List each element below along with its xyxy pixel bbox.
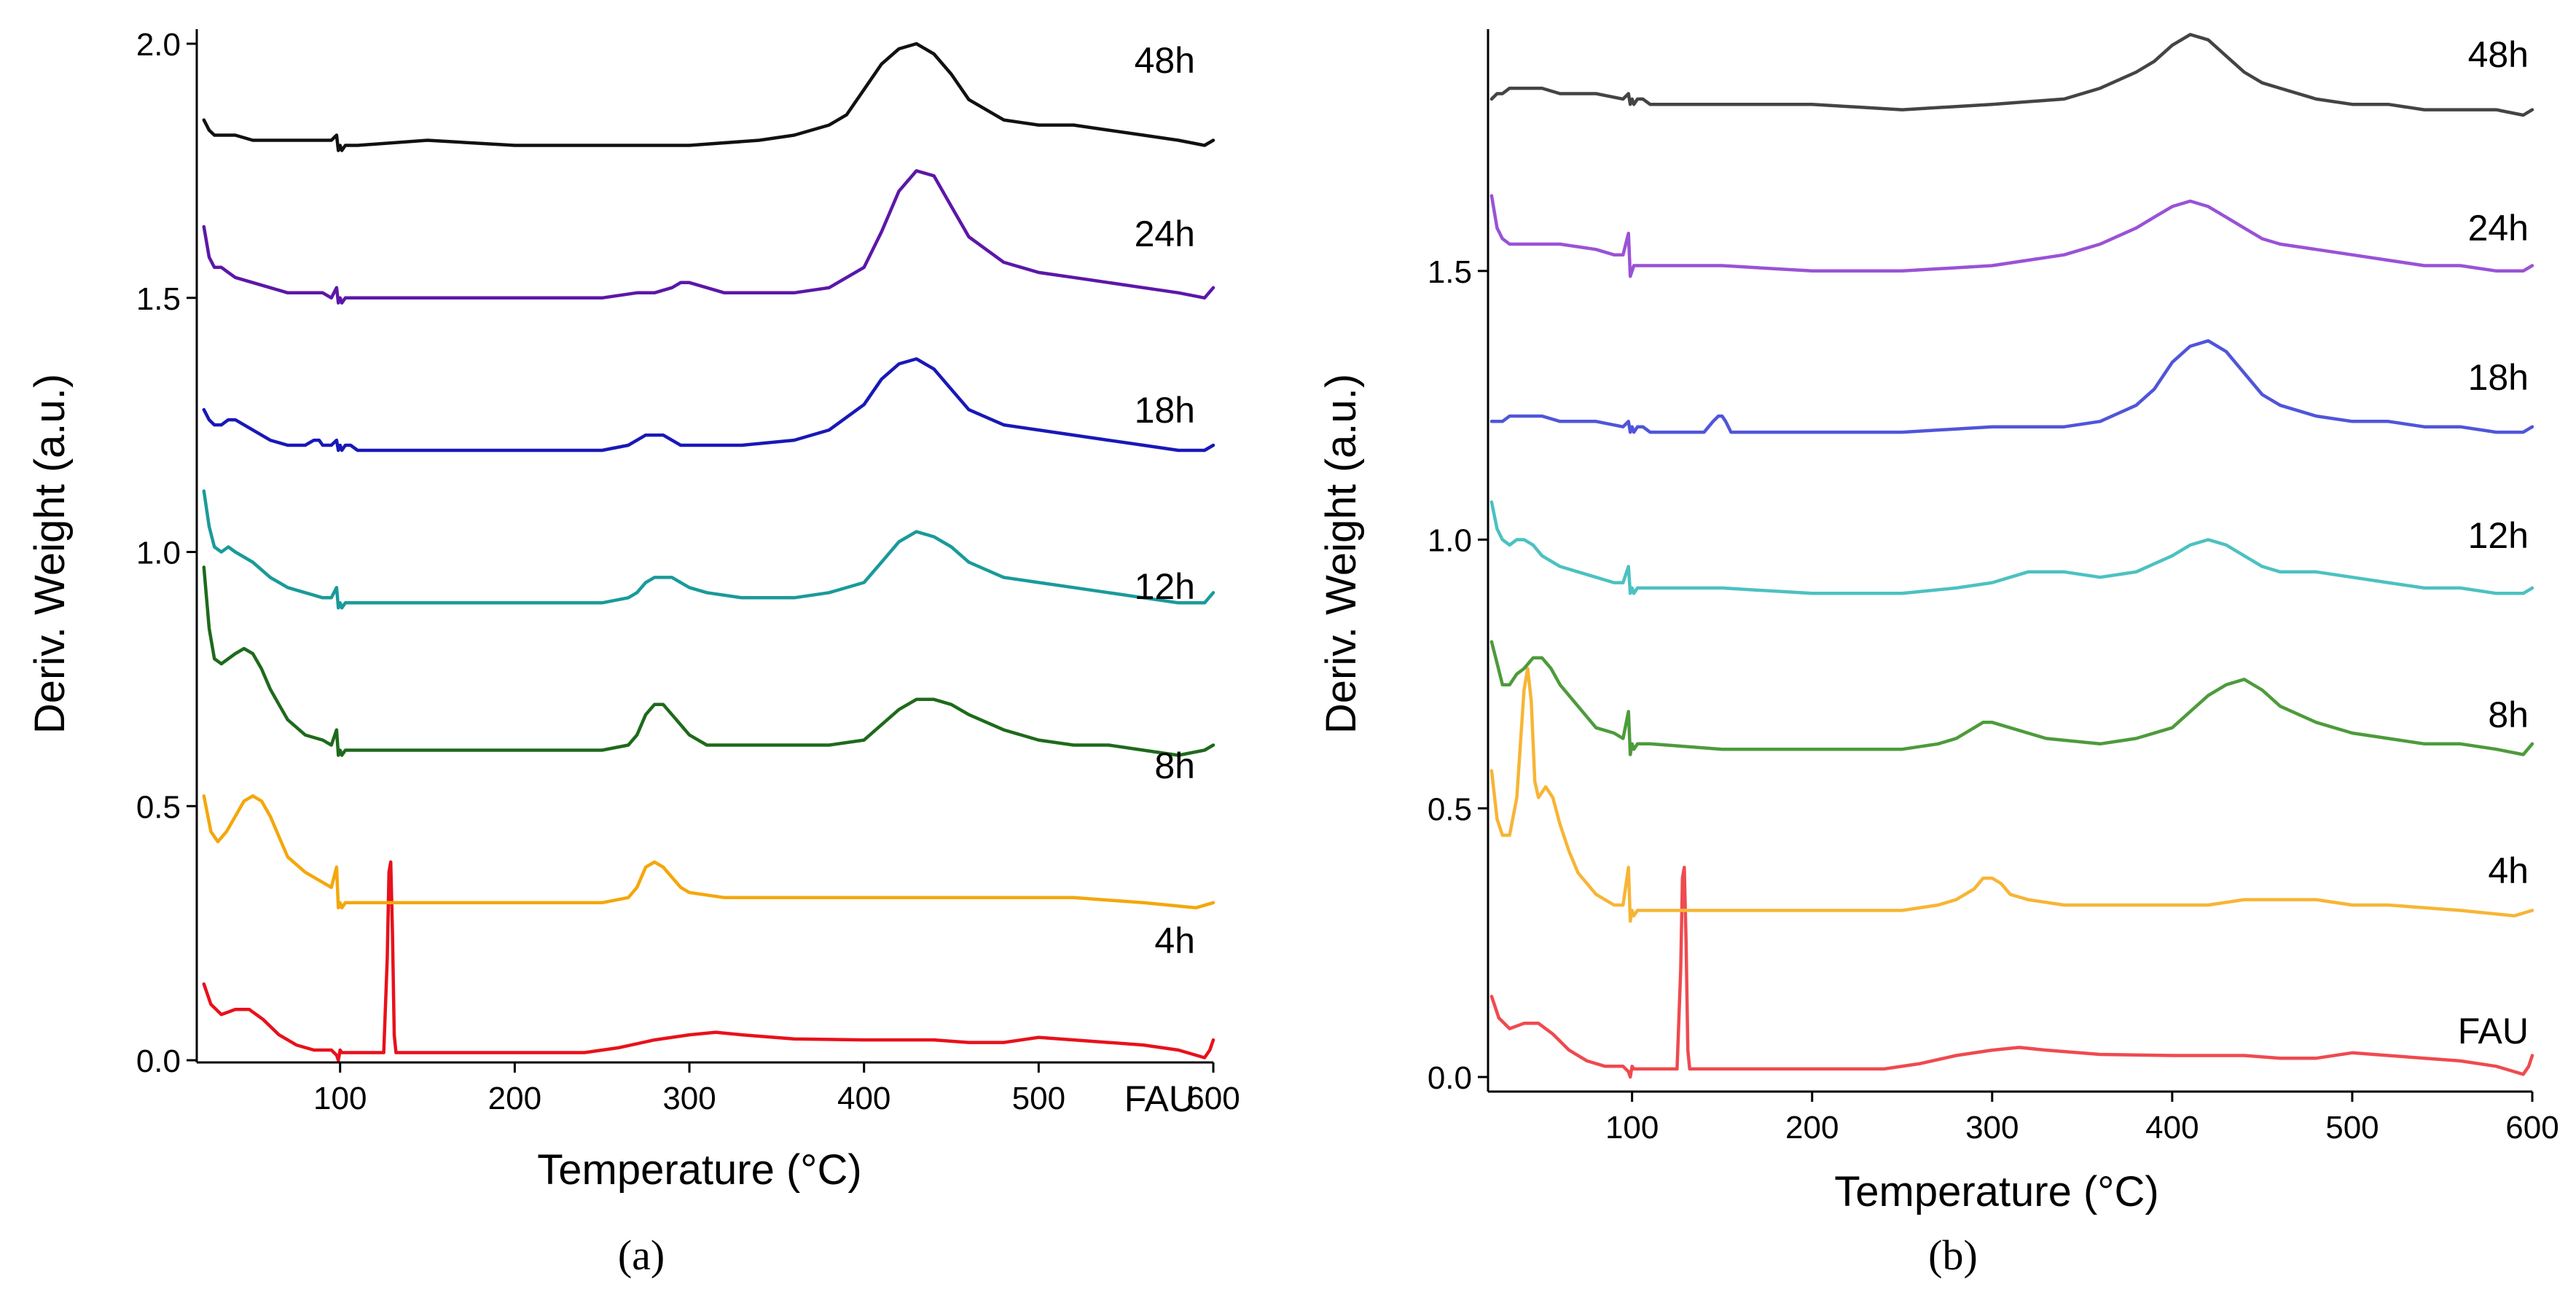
y-tick-label: 2.0 (136, 27, 181, 63)
series-label-24h: 24h (1135, 214, 1195, 254)
series-line-12h-a (202, 489, 1215, 610)
series-label-18h: 18h (2468, 357, 2529, 398)
series-line-fau-b (1489, 866, 2534, 1079)
series-labels-b: 48h 24h 18h 12h 8h 4h FAU (2458, 34, 2529, 1052)
series-layer-b (1489, 33, 2534, 1079)
series-label-12h: 12h (1135, 566, 1195, 607)
series-label-48h: 48h (1135, 40, 1195, 81)
series-line-48h-b (1489, 33, 2534, 117)
y-ticks-a: 0.0 0.5 1.0 1.5 2.0 (136, 27, 197, 1079)
x-tick-label: 500 (2325, 1110, 2379, 1146)
series-label-8h: 8h (1154, 745, 1195, 786)
series-label-12h: 12h (2468, 515, 2529, 556)
y-tick-label: 1.0 (136, 536, 181, 571)
panel-label-b: (b) (1928, 1231, 1978, 1279)
series-line-24h-a (202, 169, 1215, 305)
x-tick-label: 600 (2505, 1110, 2559, 1146)
x-ticks-a: 100 200 300 400 500 600 (313, 1062, 1240, 1116)
series-label-fau: FAU (2458, 1011, 2529, 1052)
series-line-8h-b (1489, 640, 2534, 756)
series-label-4h: 4h (1154, 920, 1195, 961)
series-line-24h-b (1489, 194, 2534, 278)
y-tick-label: 1.0 (1428, 523, 1472, 559)
series-line-18h-a (202, 357, 1215, 453)
y-tick-label: 1.5 (1428, 254, 1472, 290)
y-tick-label: 0.5 (1428, 791, 1472, 827)
y-ticks-b: 0.0 0.5 1.0 1.5 (1428, 254, 1488, 1096)
x-tick-label: 600 (1186, 1081, 1240, 1116)
x-tick-label: 400 (837, 1081, 890, 1116)
y-axis-title-a: Deriv. Weight (a.u.) (26, 374, 74, 734)
series-label-4h: 4h (2488, 850, 2529, 891)
series-line-8h-a (202, 565, 1215, 757)
series-label-fau: FAU (1124, 1078, 1195, 1119)
series-line-fau-a (202, 860, 1215, 1062)
series-line-12h-b (1489, 500, 2534, 595)
series-labels-a: 48h 24h 18h 12h 8h 4h FAU (1124, 40, 1195, 1119)
y-tick-label: 0.0 (136, 1043, 181, 1079)
x-tick-label: 300 (1965, 1110, 2019, 1146)
series-label-18h: 18h (1135, 390, 1195, 431)
x-tick-label: 200 (1785, 1110, 1839, 1146)
series-layer-a (202, 42, 1215, 1062)
y-tick-label: 0.5 (136, 789, 181, 825)
series-line-4h-b (1489, 667, 2534, 923)
y-tick-label: 0.0 (1428, 1060, 1472, 1096)
x-tick-label: 400 (2145, 1110, 2199, 1146)
x-axis-title-b: Temperature (°C) (1834, 1168, 2158, 1215)
x-tick-label: 300 (662, 1081, 716, 1116)
series-line-4h-a (202, 794, 1215, 910)
x-tick-label: 100 (1605, 1110, 1659, 1146)
x-tick-label: 100 (313, 1081, 367, 1116)
chart-panel-a: 0.0 0.5 1.0 1.5 2.0 100 200 300 400 500 600 48h 24… (26, 27, 1240, 1279)
series-label-8h: 8h (2488, 694, 2529, 735)
series-label-24h: 24h (2468, 208, 2529, 248)
panel-label-a: (a) (618, 1231, 665, 1279)
x-tick-label: 500 (1012, 1081, 1065, 1116)
y-tick-label: 1.5 (136, 281, 181, 317)
x-axis-title-a: Temperature (°C) (537, 1146, 861, 1194)
series-line-48h-a (202, 42, 1215, 152)
series-label-48h: 48h (2468, 34, 2529, 75)
x-ticks-b: 100 200 300 400 500 600 (1605, 1092, 2559, 1146)
chart-panel-b: 0.0 0.5 1.0 1.5 100 200 300 400 500 600 48h 24h 18… (1318, 29, 2559, 1279)
y-axis-title-b: Deriv. Weight (a.u.) (1318, 374, 1365, 734)
x-tick-label: 200 (488, 1081, 541, 1116)
series-line-18h-b (1489, 339, 2534, 434)
